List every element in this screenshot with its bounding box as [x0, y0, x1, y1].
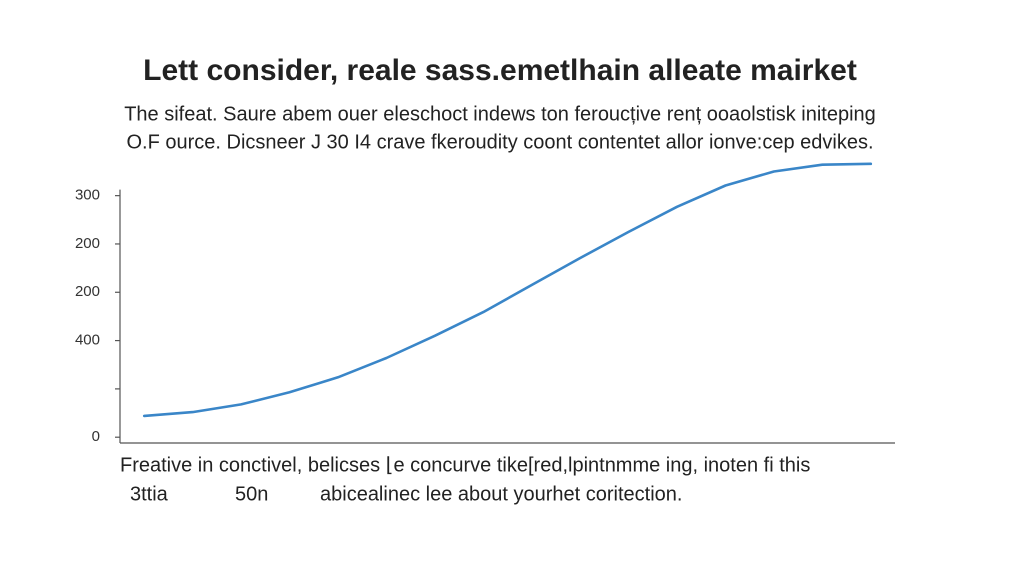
y-tick-label: 200: [75, 235, 100, 252]
subtitle: The sifeat. Saure abem ouer eleschoct in…: [124, 103, 876, 125]
y-tick-label: 200: [75, 283, 100, 300]
y-tick-label: 300: [75, 187, 100, 204]
subtitle: O.F ource. Dicsneer J 30 I4 crave fkerou…: [126, 131, 873, 153]
chart-title: Lett consider, reale sass.emetlhain alle…: [143, 54, 857, 87]
line-series: [142, 162, 873, 418]
y-tick-label: 400: [75, 332, 100, 349]
caption: Freative in conctivel, belicses ⌊e concu…: [120, 454, 810, 476]
caption: 50n: [235, 483, 268, 505]
caption: 3ttia: [130, 483, 169, 505]
caption: abicealinec lee about yourhet coritectio…: [320, 483, 682, 505]
y-tick-label: 0: [92, 428, 100, 445]
